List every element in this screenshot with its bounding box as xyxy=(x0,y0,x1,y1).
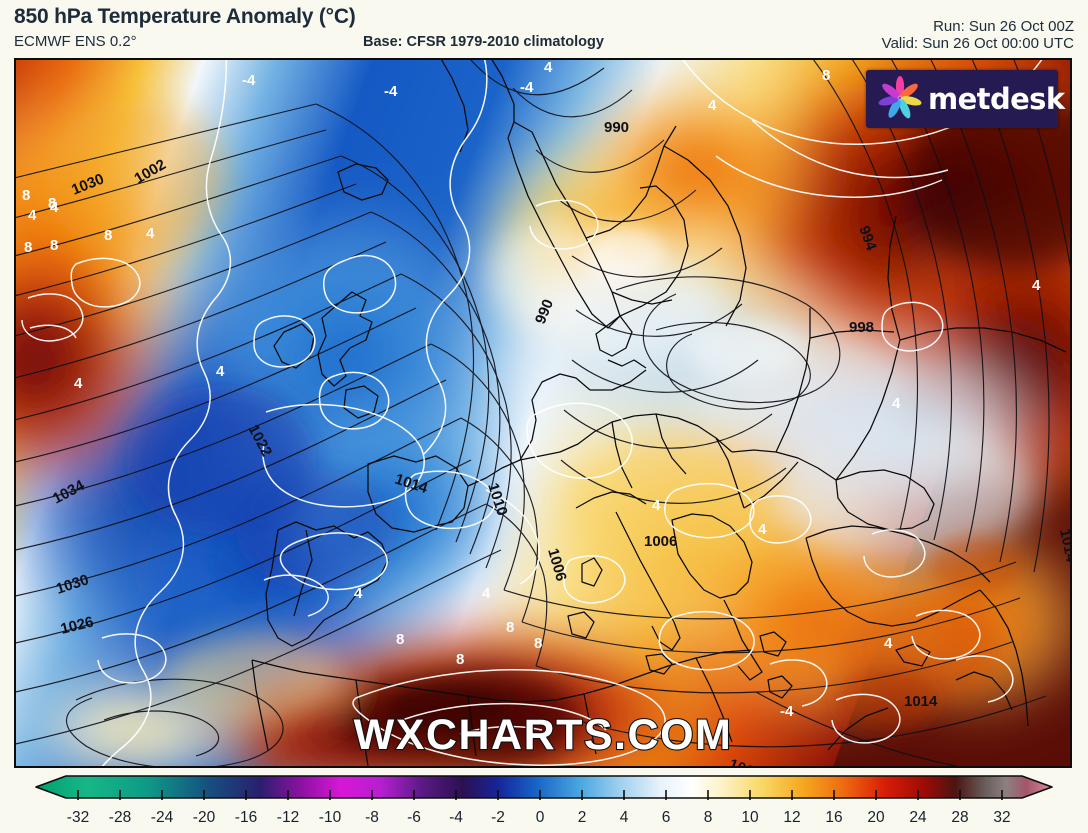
isobar-label: 1006 xyxy=(644,533,677,550)
map-canvas: 1030 1002 990 994 998 990 1022 1014 1010… xyxy=(16,60,1070,766)
anomaly-label: 8 xyxy=(506,619,514,636)
colorbar-tick-label: 28 xyxy=(951,809,968,826)
colorbar-tick-label: -24 xyxy=(151,809,174,826)
anomaly-label: 4 xyxy=(216,363,225,380)
colorbar-tick-label: -20 xyxy=(193,809,216,826)
anomaly-label: 4 xyxy=(354,585,363,602)
anomaly-label: 8 xyxy=(396,631,404,648)
anomaly-label: 8 xyxy=(48,195,56,212)
colorbar-tick-label: 16 xyxy=(825,809,842,826)
page-title: 850 hPa Temperature Anomaly (°C) xyxy=(14,5,356,28)
anomaly-label: 8 xyxy=(104,227,112,244)
metdesk-logo[interactable]: metdesk xyxy=(866,70,1065,128)
colorbar-tick-label: 24 xyxy=(909,809,927,826)
isobar-label: 998 xyxy=(849,319,874,336)
weather-map[interactable]: 1030 1002 990 994 998 990 1022 1014 1010… xyxy=(14,58,1072,768)
colorbar-tick-label: 2 xyxy=(578,809,587,826)
isobar-label: 1018 xyxy=(727,756,764,766)
colorbar-tick-label: 0 xyxy=(536,809,545,826)
model-label: ECMWF ENS 0.2° xyxy=(14,33,137,50)
anomaly-label: 4 xyxy=(74,375,83,392)
colorbar-tick-label: 8 xyxy=(704,809,713,826)
colorbar-tick-label: 4 xyxy=(620,809,629,826)
chart-header: 850 hPa Temperature Anomaly (°C) ECMWF E… xyxy=(0,0,1088,58)
colorbar-tick-label: -6 xyxy=(407,809,421,826)
colorbar-tick-label: 10 xyxy=(741,809,759,826)
anomaly-label: 8 xyxy=(456,651,464,668)
anomaly-label: -4 xyxy=(780,703,794,720)
anomaly-label: 8 xyxy=(534,635,542,652)
anomaly-label: -4 xyxy=(520,79,534,96)
anomaly-label-layer: -4 -4 -4 4 4 8 4 4 4 8 8 8 8 8 4 4 4 4 4… xyxy=(22,60,1041,720)
anomaly-label: 4 xyxy=(708,97,717,114)
anomaly-field-layer xyxy=(16,60,1070,766)
colorbar-tick-label: -16 xyxy=(235,809,257,826)
colorbar-tick-label: -28 xyxy=(109,809,131,826)
colorbar-tick-label: -10 xyxy=(319,809,342,826)
anomaly-label: 8 xyxy=(822,67,830,84)
colorbar[interactable]: -32 -28 -24 -20 -16 -12 -10 -8 -6 -4 -2 … xyxy=(0,772,1088,833)
anomaly-label: 4 xyxy=(482,585,491,602)
anomaly-label: -4 xyxy=(242,72,256,89)
isobar-label: 1018 xyxy=(298,764,329,766)
colorbar-tick-label: 6 xyxy=(662,809,671,826)
colorbar-tick-label: -32 xyxy=(67,809,89,826)
colorbar-tick-label: -4 xyxy=(449,809,463,826)
isobar-label: 1014 xyxy=(904,693,938,710)
anomaly-label: 4 xyxy=(892,395,901,412)
colorbar-ticks xyxy=(77,790,1003,800)
colorbar-tick-label: 12 xyxy=(783,809,800,826)
anomaly-label: 4 xyxy=(1032,277,1041,294)
metdesk-pinwheel-icon xyxy=(878,75,922,119)
anomaly-label: -4 xyxy=(384,83,398,100)
colorbar-tick-label: 32 xyxy=(993,809,1010,826)
anomaly-label: 4 xyxy=(50,199,59,216)
colorbar-tick-label: -2 xyxy=(491,809,505,826)
climatology-base-label: Base: CFSR 1979-2010 climatology xyxy=(363,34,604,50)
isobar-contour-layer xyxy=(16,60,1070,766)
anomaly-label: 8 xyxy=(22,187,30,204)
run-time-label: Run: Sun 26 Oct 00Z xyxy=(933,18,1074,35)
metdesk-wordmark: metdesk xyxy=(928,82,1065,116)
anomaly-label: 4 xyxy=(544,60,553,76)
anomaly-label: 4 xyxy=(884,635,893,652)
anomaly-label: 4 xyxy=(146,225,155,242)
anomaly-label: 8 xyxy=(50,237,58,254)
colorbar-gradient[interactable] xyxy=(35,775,1053,799)
anomaly-label: 4 xyxy=(28,207,37,224)
anomaly-label: 8 xyxy=(24,239,32,256)
coastline-layer xyxy=(251,60,1067,766)
anomaly-label: 4 xyxy=(652,497,661,514)
colorbar-svg: -32 -28 -24 -20 -16 -12 -10 -8 -6 -4 -2 … xyxy=(35,775,1053,826)
colorbar-tick-label: 20 xyxy=(867,809,885,826)
colorbar-tick-labels: -32 -28 -24 -20 -16 -12 -10 -8 -6 -4 -2 … xyxy=(67,809,1011,826)
valid-time-label: Valid: Sun 26 Oct 00:00 UTC xyxy=(881,35,1074,52)
colorbar-tick-label: -12 xyxy=(277,809,299,826)
isobar-label: 990 xyxy=(604,119,629,136)
colorbar-tick-label: -8 xyxy=(365,809,379,826)
anomaly-label: 4 xyxy=(758,521,767,538)
